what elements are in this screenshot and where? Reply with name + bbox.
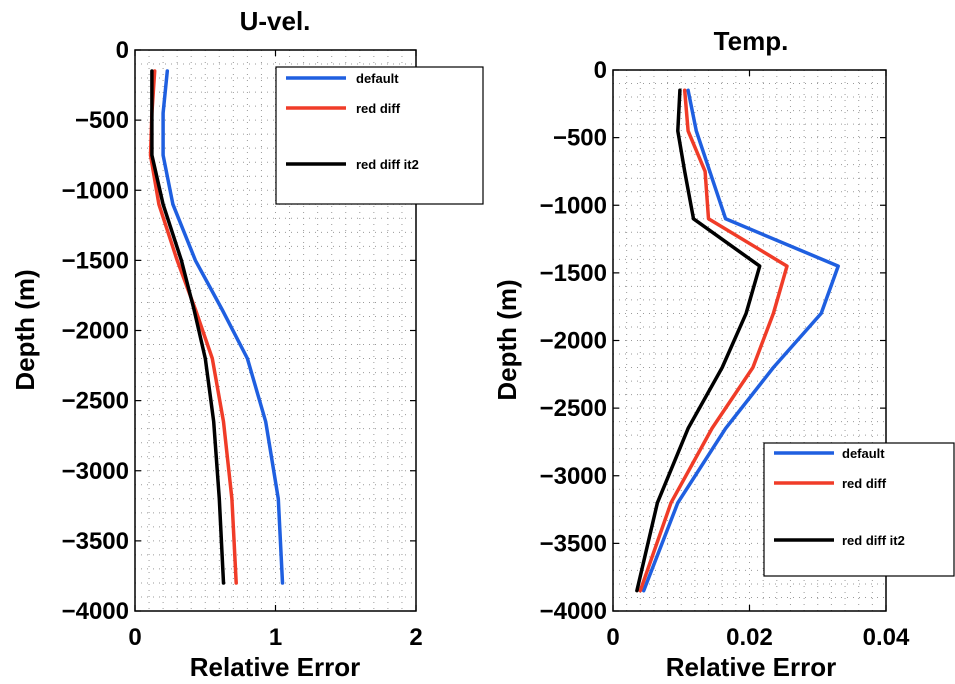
legend-label: red diff it2	[356, 157, 419, 172]
y-axis-label: Depth (m)	[492, 279, 522, 400]
y-tick-label: −500	[553, 125, 607, 152]
legend-label: red diff it2	[842, 533, 905, 548]
x-axis-label: Relative Error	[666, 652, 837, 682]
series-line-default	[161, 69, 285, 585]
y-tick-label: −2000	[62, 318, 129, 345]
y-tick-label: −3500	[540, 530, 607, 557]
y-tick-label: −2500	[540, 395, 607, 422]
chart-title: U-vel.	[240, 6, 311, 36]
x-tick-label: 0.04	[863, 624, 910, 651]
legend-box	[275, 66, 484, 205]
y-tick-label: −3000	[540, 463, 607, 490]
legend: default red diff red diff it2	[763, 442, 955, 577]
x-tick-label: 0	[606, 624, 619, 651]
series-line-red-diff-it2	[635, 88, 762, 593]
y-tick-label: −1000	[62, 177, 129, 204]
y-tick-label: −4000	[540, 598, 607, 625]
y-tick-label: 0	[116, 37, 129, 64]
legend-box	[763, 442, 955, 577]
y-tick-label: −1500	[540, 260, 607, 287]
series-line-red-diff	[638, 88, 789, 593]
series-line-default	[641, 88, 840, 593]
y-axis-label: Depth (m)	[10, 269, 40, 390]
y-tick-label: −1000	[540, 192, 607, 219]
chart-u-vel: 0 −500 −1000 −1500 −2000 −2500 −3000 −3500 −4000…	[10, 6, 484, 682]
series-line-red-diff-it2	[150, 69, 226, 585]
chart-temp: 0 −500 −1000 −1500 −2000 −2500 −3000 −3500 −4000…	[492, 26, 955, 682]
y-tick-label: −3500	[62, 528, 129, 555]
x-tick-label: 2	[409, 624, 422, 651]
y-tick-label: −3000	[62, 458, 129, 485]
x-axis-label: Relative Error	[190, 652, 361, 682]
legend-label: default	[842, 446, 885, 461]
chart-title: Temp.	[714, 26, 789, 56]
legend: default red diff red diff it2	[275, 66, 484, 205]
x-tick-label: 0	[128, 624, 141, 651]
x-tick-label: 1	[269, 624, 282, 651]
legend-label: red diff	[356, 101, 401, 116]
y-tick-label: 0	[594, 57, 607, 84]
legend-label: default	[356, 71, 399, 86]
y-tick-label: −500	[75, 107, 129, 134]
x-tick-label: 0.02	[726, 624, 773, 651]
legend-label: red diff	[842, 476, 887, 491]
y-tick-label: −1500	[62, 247, 129, 274]
y-tick-label: −4000	[62, 598, 129, 625]
y-tick-label: −2500	[62, 388, 129, 415]
y-tick-label: −2000	[540, 328, 607, 355]
